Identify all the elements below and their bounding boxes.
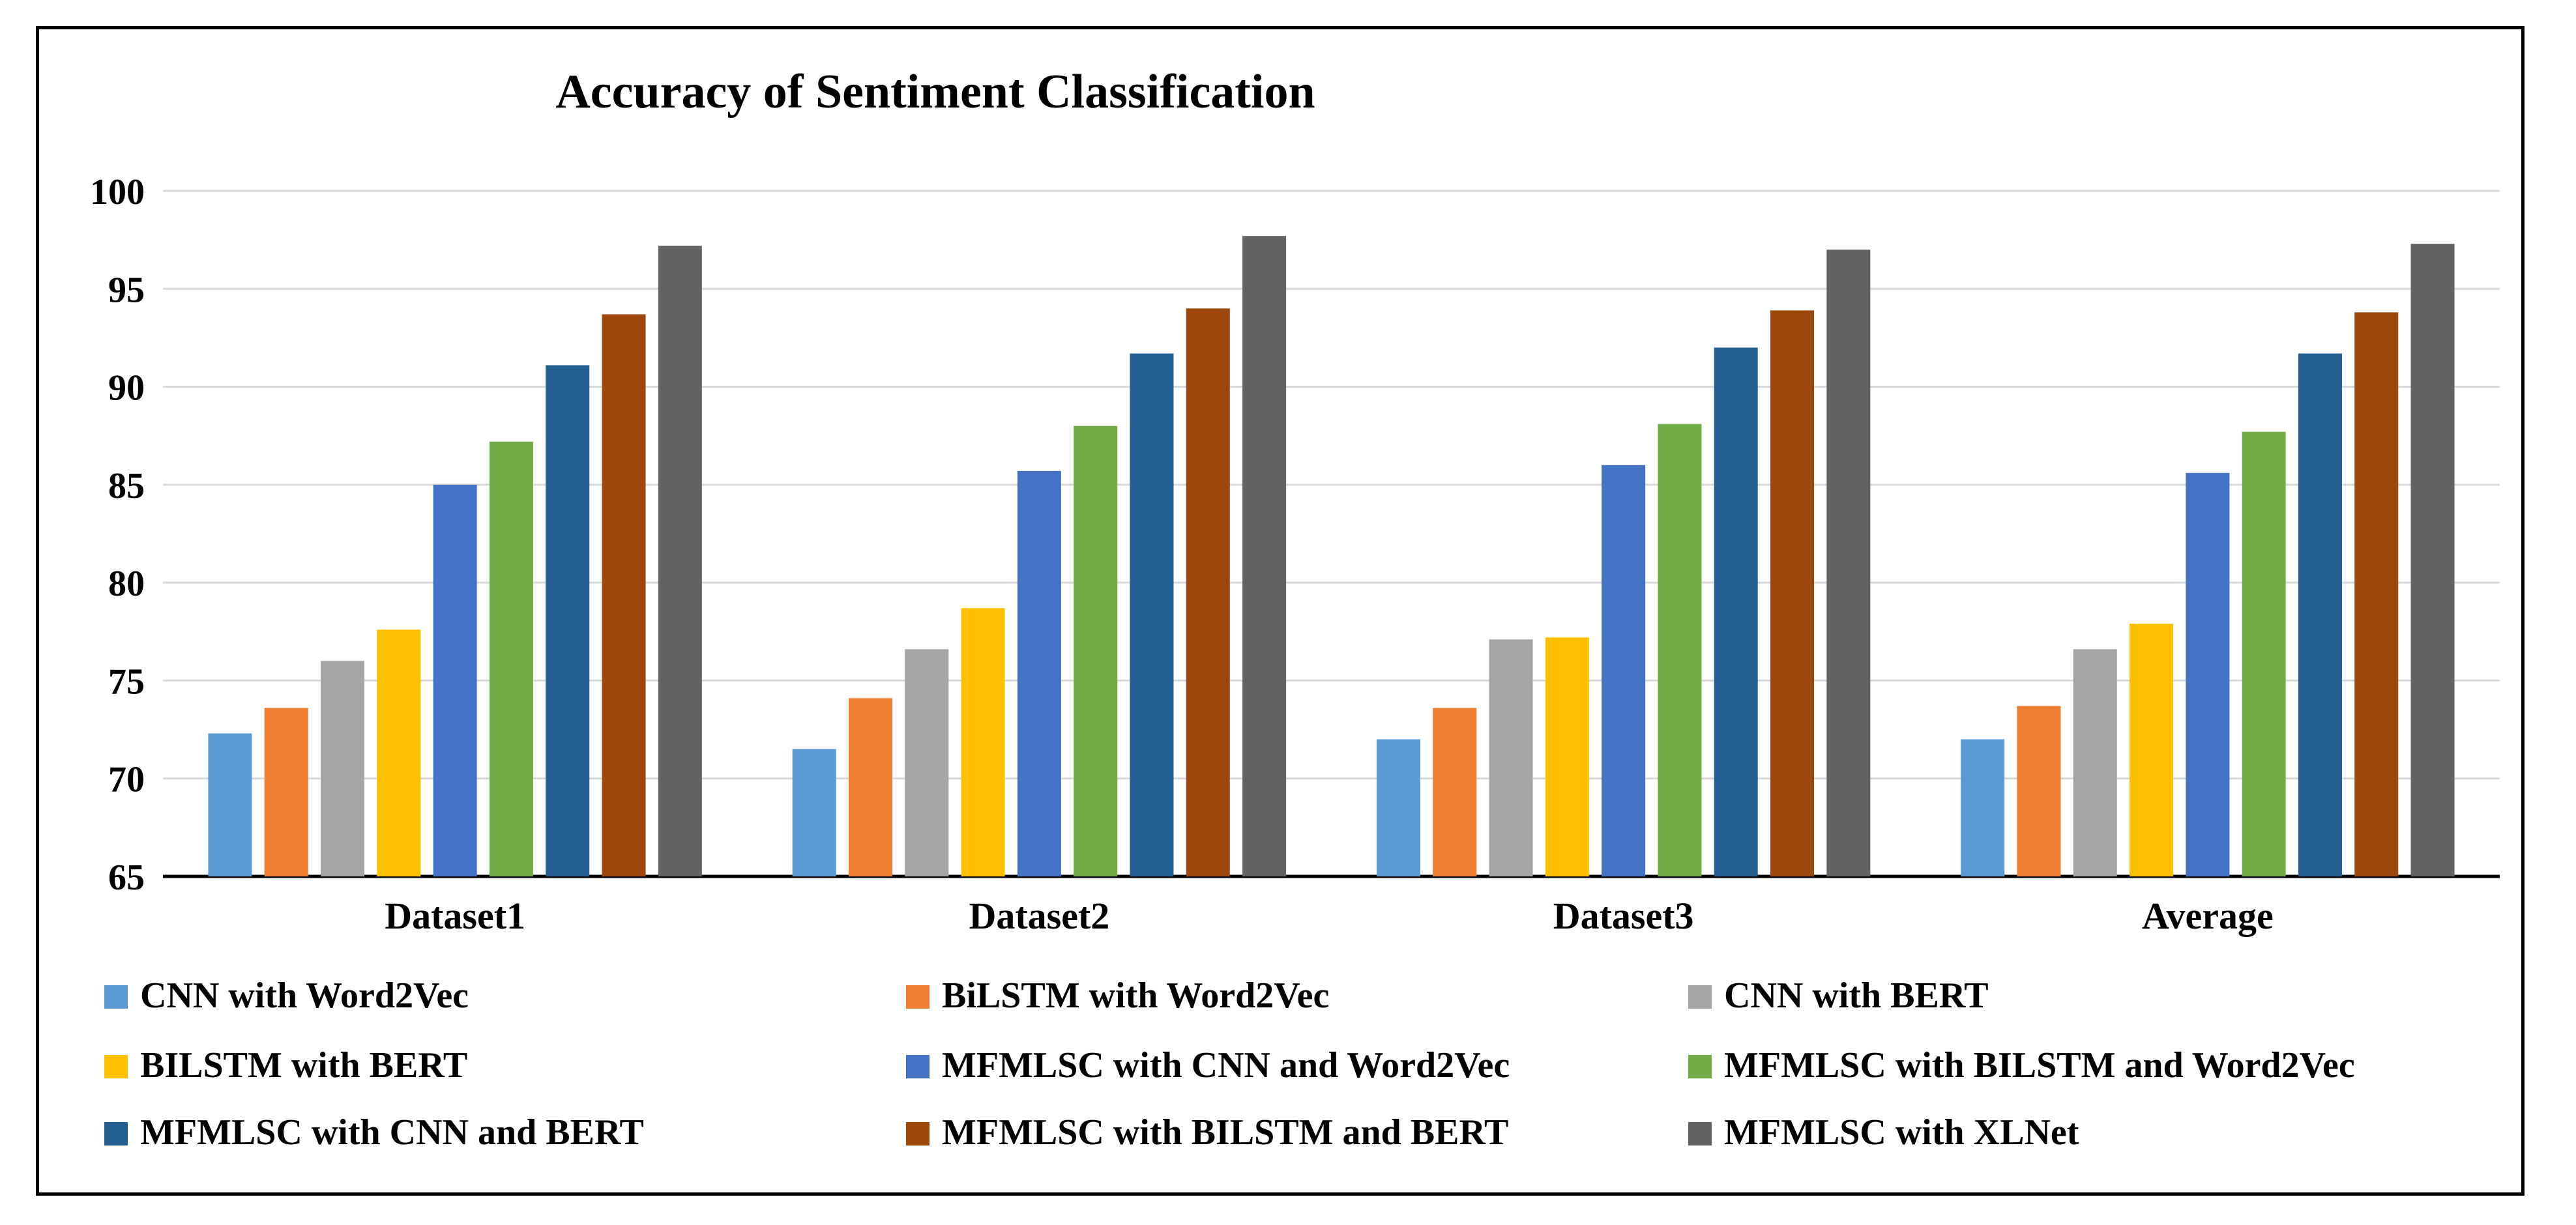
x-tick-label: Dataset2 xyxy=(969,895,1109,937)
bar[interactable] xyxy=(1489,639,1533,876)
y-tick-label: 70 xyxy=(108,760,145,800)
y-tick-label: 90 xyxy=(108,368,145,409)
legend-swatch[interactable] xyxy=(906,1122,929,1146)
bar[interactable] xyxy=(433,484,477,876)
bar[interactable] xyxy=(2130,624,2174,876)
legend-label[interactable]: BILSTM with BERT xyxy=(140,1045,467,1086)
legend-swatch[interactable] xyxy=(104,985,128,1009)
bar[interactable] xyxy=(1714,347,1758,876)
bar[interactable] xyxy=(961,608,1005,876)
bar[interactable] xyxy=(1826,250,1871,877)
bar[interactable] xyxy=(2017,706,2061,876)
y-tick-label: 75 xyxy=(108,661,145,702)
bar[interactable] xyxy=(489,441,533,876)
legend-label[interactable]: MFMLSC with CNN and Word2Vec xyxy=(942,1045,1510,1086)
legend-label[interactable]: BiLSTM with Word2Vec xyxy=(942,975,1329,1016)
y-tick-label: 80 xyxy=(108,564,145,604)
legend-swatch[interactable] xyxy=(906,1055,929,1078)
bar[interactable] xyxy=(546,365,590,876)
bar[interactable] xyxy=(1433,708,1477,876)
legend-swatch[interactable] xyxy=(104,1055,128,1078)
bar[interactable] xyxy=(1961,739,2005,876)
bar[interactable] xyxy=(377,629,421,876)
bar[interactable] xyxy=(905,649,949,876)
bar[interactable] xyxy=(2354,312,2399,877)
bar[interactable] xyxy=(2186,472,2230,876)
bar[interactable] xyxy=(658,246,702,876)
y-tick-label: 85 xyxy=(108,466,145,506)
legend-swatch[interactable] xyxy=(906,985,929,1009)
legend-swatch[interactable] xyxy=(1688,1055,1712,1078)
bar[interactable] xyxy=(1017,470,1061,876)
legend-label[interactable]: CNN with Word2Vec xyxy=(140,975,469,1016)
legend-swatch[interactable] xyxy=(1688,1122,1712,1146)
bar[interactable] xyxy=(1602,465,1646,876)
bar[interactable] xyxy=(1186,308,1230,876)
bar[interactable] xyxy=(1242,236,1287,876)
bar[interactable] xyxy=(321,661,365,876)
bar[interactable] xyxy=(1545,637,1589,876)
bar[interactable] xyxy=(602,314,646,876)
bar[interactable] xyxy=(1658,424,1702,876)
legend-label[interactable]: MFMLSC with XLNet xyxy=(1724,1112,2079,1153)
legend-label[interactable]: MFMLSC with BILSTM and Word2Vec xyxy=(1724,1045,2355,1086)
chart-title: Accuracy of Sentiment Classification xyxy=(555,65,1315,119)
legend-swatch[interactable] xyxy=(104,1122,128,1146)
bar-chart: Accuracy of Sentiment Classification 65 7… xyxy=(90,65,2500,1153)
legend-label[interactable]: CNN with BERT xyxy=(1724,975,1989,1016)
bar[interactable] xyxy=(1074,425,1118,876)
bar[interactable] xyxy=(2298,353,2342,876)
bar[interactable] xyxy=(848,698,892,876)
y-tick-label: 100 xyxy=(90,172,145,212)
chart-frame: Accuracy of Sentiment Classification 65 7… xyxy=(36,26,2525,1196)
x-tick-label: Dataset1 xyxy=(385,895,525,937)
bar[interactable] xyxy=(2410,244,2455,876)
bar[interactable] xyxy=(2073,649,2117,876)
bar[interactable] xyxy=(1376,739,1420,876)
x-tick-label: Average xyxy=(2142,895,2274,937)
bar[interactable] xyxy=(792,749,836,876)
bar[interactable] xyxy=(1130,353,1174,876)
x-tick-label: Dataset3 xyxy=(1553,895,1694,937)
legend-swatch[interactable] xyxy=(1688,985,1712,1009)
legend-label[interactable]: MFMLSC with CNN and BERT xyxy=(140,1112,644,1153)
bar[interactable] xyxy=(1770,310,1815,876)
bar[interactable] xyxy=(208,733,252,876)
bar[interactable] xyxy=(264,708,308,876)
legend-label[interactable]: MFMLSC with BILSTM and BERT xyxy=(942,1112,1508,1153)
bar[interactable] xyxy=(2242,431,2286,876)
y-tick-label: 95 xyxy=(108,270,145,310)
y-tick-label: 65 xyxy=(108,857,145,898)
